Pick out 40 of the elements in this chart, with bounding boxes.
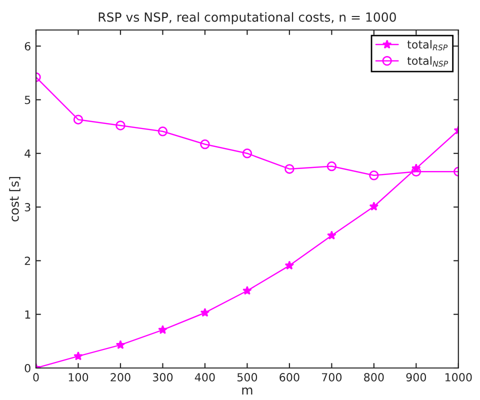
y-tick-label: 1 (25, 310, 30, 319)
x-tick-label: 400 (194, 373, 215, 382)
point (242, 148, 252, 158)
y-tick-label: 3 (24, 203, 30, 212)
x-tick-label: 900 (406, 373, 426, 382)
point (242, 286, 252, 295)
x-tick-label: 700 (322, 373, 342, 382)
y-axis-title: cost [s] (9, 176, 20, 222)
x-tick-label: 300 (152, 373, 173, 382)
point (369, 202, 379, 211)
x-tick-label: 1000 (445, 373, 472, 382)
point (327, 230, 336, 240)
legend-label: total$_{RSP}$ (407, 40, 448, 50)
x-tick-label: 600 (280, 373, 300, 382)
chart-title: RSP vs NSP, real computational costs, n = 1000 (98, 12, 396, 24)
x-tick-label: 200 (110, 373, 130, 382)
point (116, 340, 126, 349)
point (326, 161, 337, 172)
x-tick-label: 100 (68, 373, 88, 382)
x-tick-label: 800 (364, 373, 384, 382)
point (74, 351, 83, 360)
point (411, 166, 422, 176)
point (116, 120, 126, 130)
x-tick-label: 0 (33, 373, 39, 382)
point (73, 114, 84, 124)
point (158, 126, 168, 136)
y-tick-label: 2 (24, 256, 30, 265)
y-tick-label: 5 (24, 96, 30, 104)
y-tick-label: 6 (24, 42, 30, 50)
point (284, 260, 294, 270)
point (369, 170, 379, 180)
x-axis-title: m (242, 388, 252, 394)
y-tick-label: 0 (24, 364, 30, 372)
legend-label: total$_{NSP}$ (407, 56, 448, 67)
point (200, 308, 210, 317)
point (200, 139, 210, 150)
point (284, 164, 294, 174)
point (158, 325, 168, 334)
x-tick-label: 500 (237, 373, 258, 382)
y-tick-label: 4 (24, 150, 31, 158)
